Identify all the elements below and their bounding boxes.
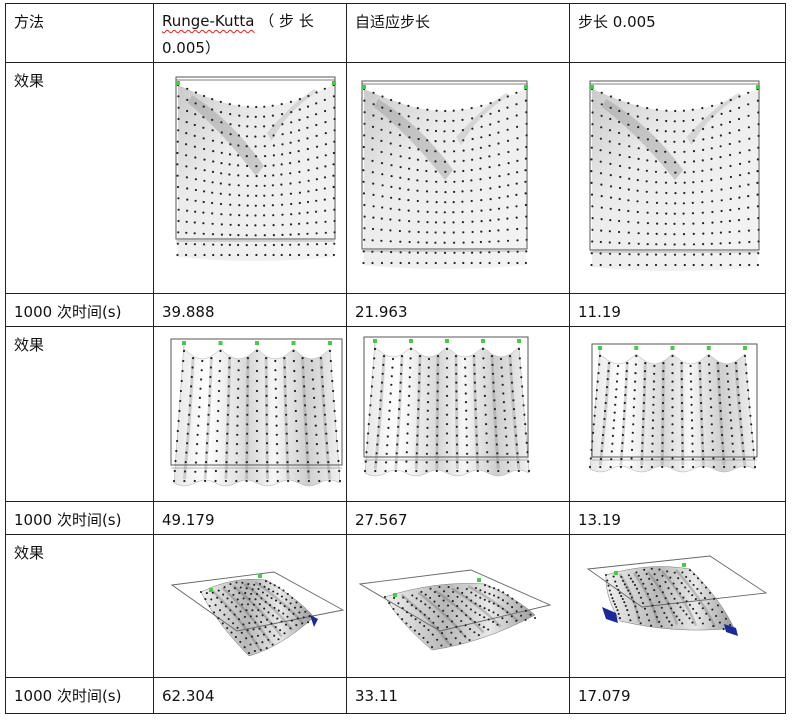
image-cell-adaptive-1	[346, 62, 570, 294]
time-row-2: 1000 次时间(s) 49.179 27.567 13.19	[5, 501, 786, 535]
time-label-cell: 1000 次时间(s)	[5, 501, 154, 535]
effect-label-cell: 效果	[5, 62, 154, 294]
adaptive-hanging-cloth-image	[361, 80, 528, 269]
effect-label: 效果	[14, 72, 45, 90]
time-value: 13.19	[578, 511, 621, 529]
time-cell-adaptive-2: 27.567	[346, 501, 570, 535]
image-cell-adaptive-2	[346, 326, 570, 502]
time-cell-fixed-1: 11.19	[569, 293, 786, 327]
time-value: 33.11	[355, 687, 398, 705]
image-cell-fixed-1	[569, 62, 786, 294]
time-row-1: 1000 次时间(s) 39.888 21.963 11.19	[5, 293, 786, 327]
time-label: 1000 次时间(s)	[14, 687, 122, 705]
effect-label: 效果	[14, 336, 45, 354]
effect-label-cell: 效果	[5, 534, 154, 678]
fixed-pinned-curtain-image	[588, 343, 758, 473]
header-fixed-step: 步长 0.005	[578, 13, 656, 31]
time-cell-rk-2: 49.179	[153, 501, 347, 535]
comparison-table: 方法 Runge-Kutta （ 步 长 0.005） 自适应步长 步长 0.00…	[5, 3, 786, 714]
header-cell-fixed-step: 步长 0.005	[569, 3, 786, 63]
effect-row-1: 效果	[5, 62, 786, 294]
time-value: 39.888	[162, 303, 215, 321]
time-row-3: 1000 次时间(s) 62.304 33.11 17.079	[5, 677, 786, 714]
time-label: 1000 次时间(s)	[14, 303, 122, 321]
header-row: 方法 Runge-Kutta （ 步 长 0.005） 自适应步长 步长 0.00…	[5, 3, 786, 63]
time-cell-adaptive-1: 21.963	[346, 293, 570, 327]
fixed-draped-cloth-image	[586, 555, 768, 636]
time-cell-rk-3: 62.304	[153, 677, 347, 714]
time-label-cell: 1000 次时间(s)	[5, 293, 154, 327]
effect-label-cell: 效果	[5, 326, 154, 502]
time-label: 1000 次时间(s)	[14, 511, 122, 529]
effect-row-2: 效果	[5, 326, 786, 502]
header-cell-runge-kutta: Runge-Kutta （ 步 长 0.005）	[153, 3, 347, 63]
adaptive-draped-cloth-image	[358, 569, 552, 651]
image-cell-rk-2	[153, 326, 347, 502]
fixed-hanging-cloth-image	[589, 80, 760, 271]
time-value: 11.19	[578, 303, 621, 321]
adaptive-pinned-curtain-image	[363, 336, 531, 477]
header-rk-step: （ 步 长	[259, 12, 314, 30]
image-cell-fixed-2	[569, 326, 786, 502]
effect-row-3: 效果	[5, 534, 786, 678]
effect-label: 效果	[14, 544, 45, 562]
header-cell-adaptive: 自适应步长	[346, 3, 570, 63]
time-value: 62.304	[162, 687, 215, 705]
rk-draped-cloth-image	[170, 571, 345, 657]
rk-pinned-curtain-image	[170, 338, 343, 487]
rk-hanging-cloth-image	[175, 76, 336, 261]
time-value: 27.567	[355, 511, 408, 529]
time-value: 17.079	[578, 687, 631, 705]
time-cell-fixed-2: 13.19	[569, 501, 786, 535]
time-label-cell: 1000 次时间(s)	[5, 677, 154, 714]
header-method: 方法	[14, 13, 45, 31]
image-cell-rk-1	[153, 62, 347, 294]
time-cell-adaptive-3: 33.11	[346, 677, 570, 714]
header-cell-method: 方法	[5, 3, 154, 63]
time-cell-fixed-3: 17.079	[569, 677, 786, 714]
image-cell-rk-3	[153, 534, 347, 678]
header-adaptive: 自适应步长	[355, 13, 431, 31]
image-cell-fixed-3	[569, 534, 786, 678]
time-value: 49.179	[162, 511, 215, 529]
header-rk-name: Runge-Kutta	[162, 12, 255, 30]
time-value: 21.963	[355, 303, 408, 321]
header-rk-step-value: 0.005）	[162, 39, 220, 57]
image-cell-adaptive-3	[346, 534, 570, 678]
time-cell-rk-1: 39.888	[153, 293, 347, 327]
